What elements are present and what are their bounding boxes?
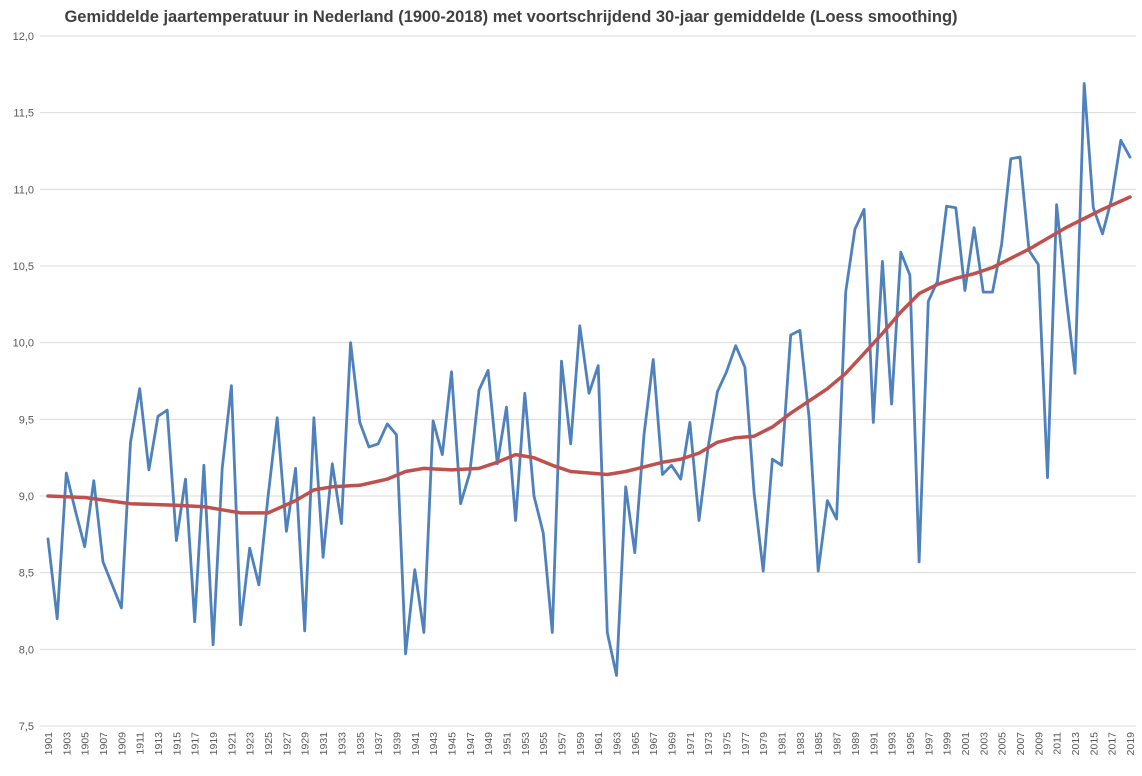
y-tick-label: 7,5 [19,721,34,733]
x-tick-label: 1977 [740,732,752,756]
x-tick-label: 1983 [795,732,807,756]
x-tick-label: 1925 [263,732,275,756]
x-tick-label: 1969 [667,732,679,756]
x-tick-label: 2011 [1052,732,1064,755]
x-tick-label: 1945 [446,732,458,756]
y-axis: 7,5 8,0 8,5 9,0 9,5 10,0 10,5 11,0 11,5 12,0 [13,31,34,733]
x-tick-label: 1931 [318,732,330,756]
x-tick-label: 1987 [832,732,844,756]
x-tick-label: 1911 [135,732,147,755]
x-tick-label: 1957 [556,732,568,756]
x-tick-label: 1907 [98,732,110,756]
y-tick-label: 10,0 [13,338,34,350]
y-tick-label: 8,5 [19,568,34,580]
x-tick-label: 1935 [355,732,367,756]
x-tick-label: 2013 [1070,732,1082,756]
x-tick-label: 1997 [923,732,935,756]
x-tick-label: 2007 [1015,732,1027,756]
x-tick-label: 1933 [336,732,348,756]
y-tick-label: 8,0 [19,644,34,656]
y-tick-label: 12,0 [13,31,34,43]
series-line-annual [46,82,1132,677]
x-tick-label: 1953 [520,732,532,756]
series-line-smoothed [46,195,1132,515]
x-tick-label: 1959 [575,732,587,756]
x-tick-label: 1975 [722,732,734,756]
x-tick-label: 1999 [942,732,954,756]
x-tick-label: 1993 [887,732,899,756]
x-tick-label: 1943 [428,732,440,756]
x-tick-label: 1963 [612,732,624,756]
x-tick-label: 1915 [171,732,183,756]
x-tick-label: 1949 [483,732,495,756]
x-tick-label: 1947 [465,732,477,756]
x-tick-label: 2009 [1033,732,1045,756]
x-tick-label: 2003 [978,732,990,756]
x-tick-label: 2005 [997,732,1009,756]
x-tick-label: 1937 [373,732,385,756]
x-tick-label: 2015 [1088,732,1100,756]
x-tick-label: 1921 [226,732,238,756]
y-tick-label: 11,0 [13,184,34,196]
x-tick-label: 2019 [1125,732,1137,756]
x-tick-label: 1995 [905,732,917,756]
x-tick-label: 1967 [648,732,660,756]
x-tick-label: 1981 [777,732,789,756]
x-tick-label: 1909 [116,732,128,756]
series-lines [46,82,1132,677]
x-tick-label: 1989 [850,732,862,756]
x-tick-label: 1951 [501,732,513,756]
gridlines [40,35,1136,727]
y-tick-label: 11,5 [13,108,34,120]
x-tick-label: 1929 [300,732,312,756]
x-tick-label: 1971 [685,732,697,756]
y-tick-label: 9,0 [19,491,34,503]
x-tick-label: 1927 [281,732,293,756]
x-tick-label: 1941 [410,732,422,756]
chart-title: Gemiddelde jaartemperatuur in Nederland … [64,8,958,26]
x-tick-label: 1913 [153,732,165,756]
x-tick-label: 1985 [813,732,825,756]
x-axis: 1901 1903 1905 1907 1909 1911 1913 1915 1917 1919… [43,732,1137,756]
x-tick-label: 1965 [630,732,642,756]
y-tick-label: 9,5 [19,414,34,426]
x-tick-label: 2017 [1107,732,1119,756]
x-tick-label: 1939 [391,732,403,756]
x-tick-label: 1903 [61,732,73,756]
x-tick-label: 1979 [758,732,770,756]
x-tick-label: 1923 [245,732,257,756]
x-tick-label: 1917 [190,732,202,756]
x-tick-label: 1905 [80,732,92,756]
x-tick-label: 1919 [208,732,220,756]
x-tick-label: 1955 [538,732,550,756]
y-tick-label: 10,5 [13,261,34,273]
x-tick-label: 1961 [593,732,605,756]
x-tick-label: 1973 [703,732,715,756]
x-tick-label: 1901 [43,732,55,756]
x-tick-label: 1991 [868,732,880,756]
x-tick-label: 2001 [960,732,972,756]
